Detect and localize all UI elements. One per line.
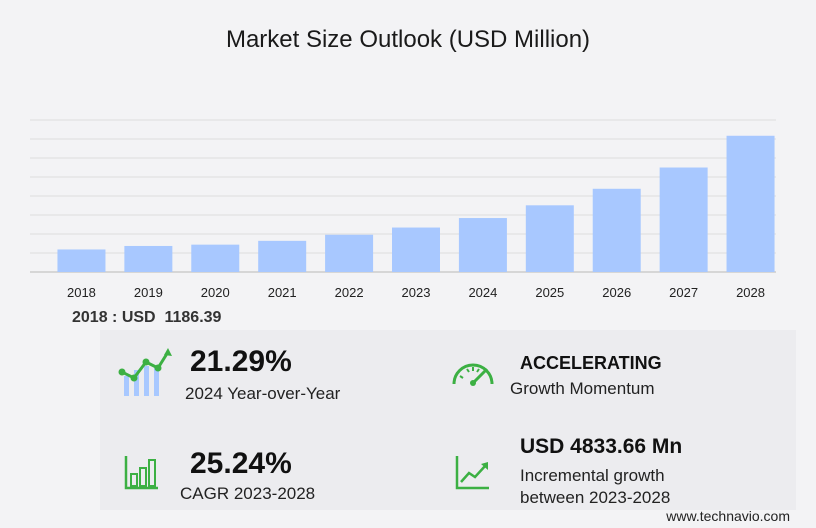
bar-2026 <box>592 188 641 272</box>
source-footer: www.technavio.com <box>666 508 790 524</box>
incremental-label-line2: between 2023-2028 <box>520 488 671 507</box>
yoy-value: 21.29% <box>190 345 292 378</box>
chart-title: Market Size Outlook (USD Million) <box>225 26 591 53</box>
bar-2019 <box>124 245 173 272</box>
x-tick-label: 2023 <box>402 285 431 300</box>
x-tick-label: 2019 <box>134 285 163 300</box>
base-year-value: 2018 : USD 1186.39 <box>72 309 222 326</box>
bar-2025 <box>525 205 574 272</box>
incremental-label-line1: Incremental growth <box>520 466 665 485</box>
x-tick-label: 2020 <box>201 285 230 300</box>
bar-2022 <box>325 234 374 272</box>
yoy-label: 2024 Year-over-Year <box>185 384 341 403</box>
bar-2023 <box>392 227 440 272</box>
bars <box>57 135 775 272</box>
bar-chart-icon <box>124 456 158 490</box>
momentum-head: ACCELERATING <box>520 353 662 373</box>
momentum-label: Growth Momentum <box>510 379 655 398</box>
x-tick-label: 2021 <box>268 285 297 300</box>
x-tick-labels: 2018 2019 2020 2021 2022 2023 2024 2025 2026 2027… <box>67 285 765 300</box>
cagr-label: CAGR 2023-2028 <box>180 484 316 503</box>
x-tick-label: 2018 <box>67 285 96 300</box>
x-tick-label: 2025 <box>535 285 564 300</box>
growth-chart-icon <box>118 348 172 396</box>
bar-2018 <box>57 249 106 272</box>
speedometer-icon <box>452 363 494 386</box>
stats-panel <box>100 330 796 510</box>
bar-chart: 2018 2019 2020 2021 2022 2023 2024 2025 2026 2027… <box>30 119 776 300</box>
bar-2028 <box>726 135 775 272</box>
incremental-head: USD 4833.66 Mn <box>520 435 683 458</box>
x-tick-label: 2027 <box>669 285 698 300</box>
x-tick-label: 2028 <box>736 285 765 300</box>
bar-2020 <box>191 244 240 272</box>
bar-2024 <box>458 218 507 272</box>
bar-2021 <box>258 240 307 272</box>
cagr-value: 25.24% <box>190 447 292 480</box>
trend-line-icon <box>455 456 489 490</box>
x-tick-label: 2024 <box>468 285 497 300</box>
x-tick-label: 2022 <box>335 285 364 300</box>
x-tick-label: 2026 <box>602 285 631 300</box>
bar-2027 <box>659 167 708 272</box>
